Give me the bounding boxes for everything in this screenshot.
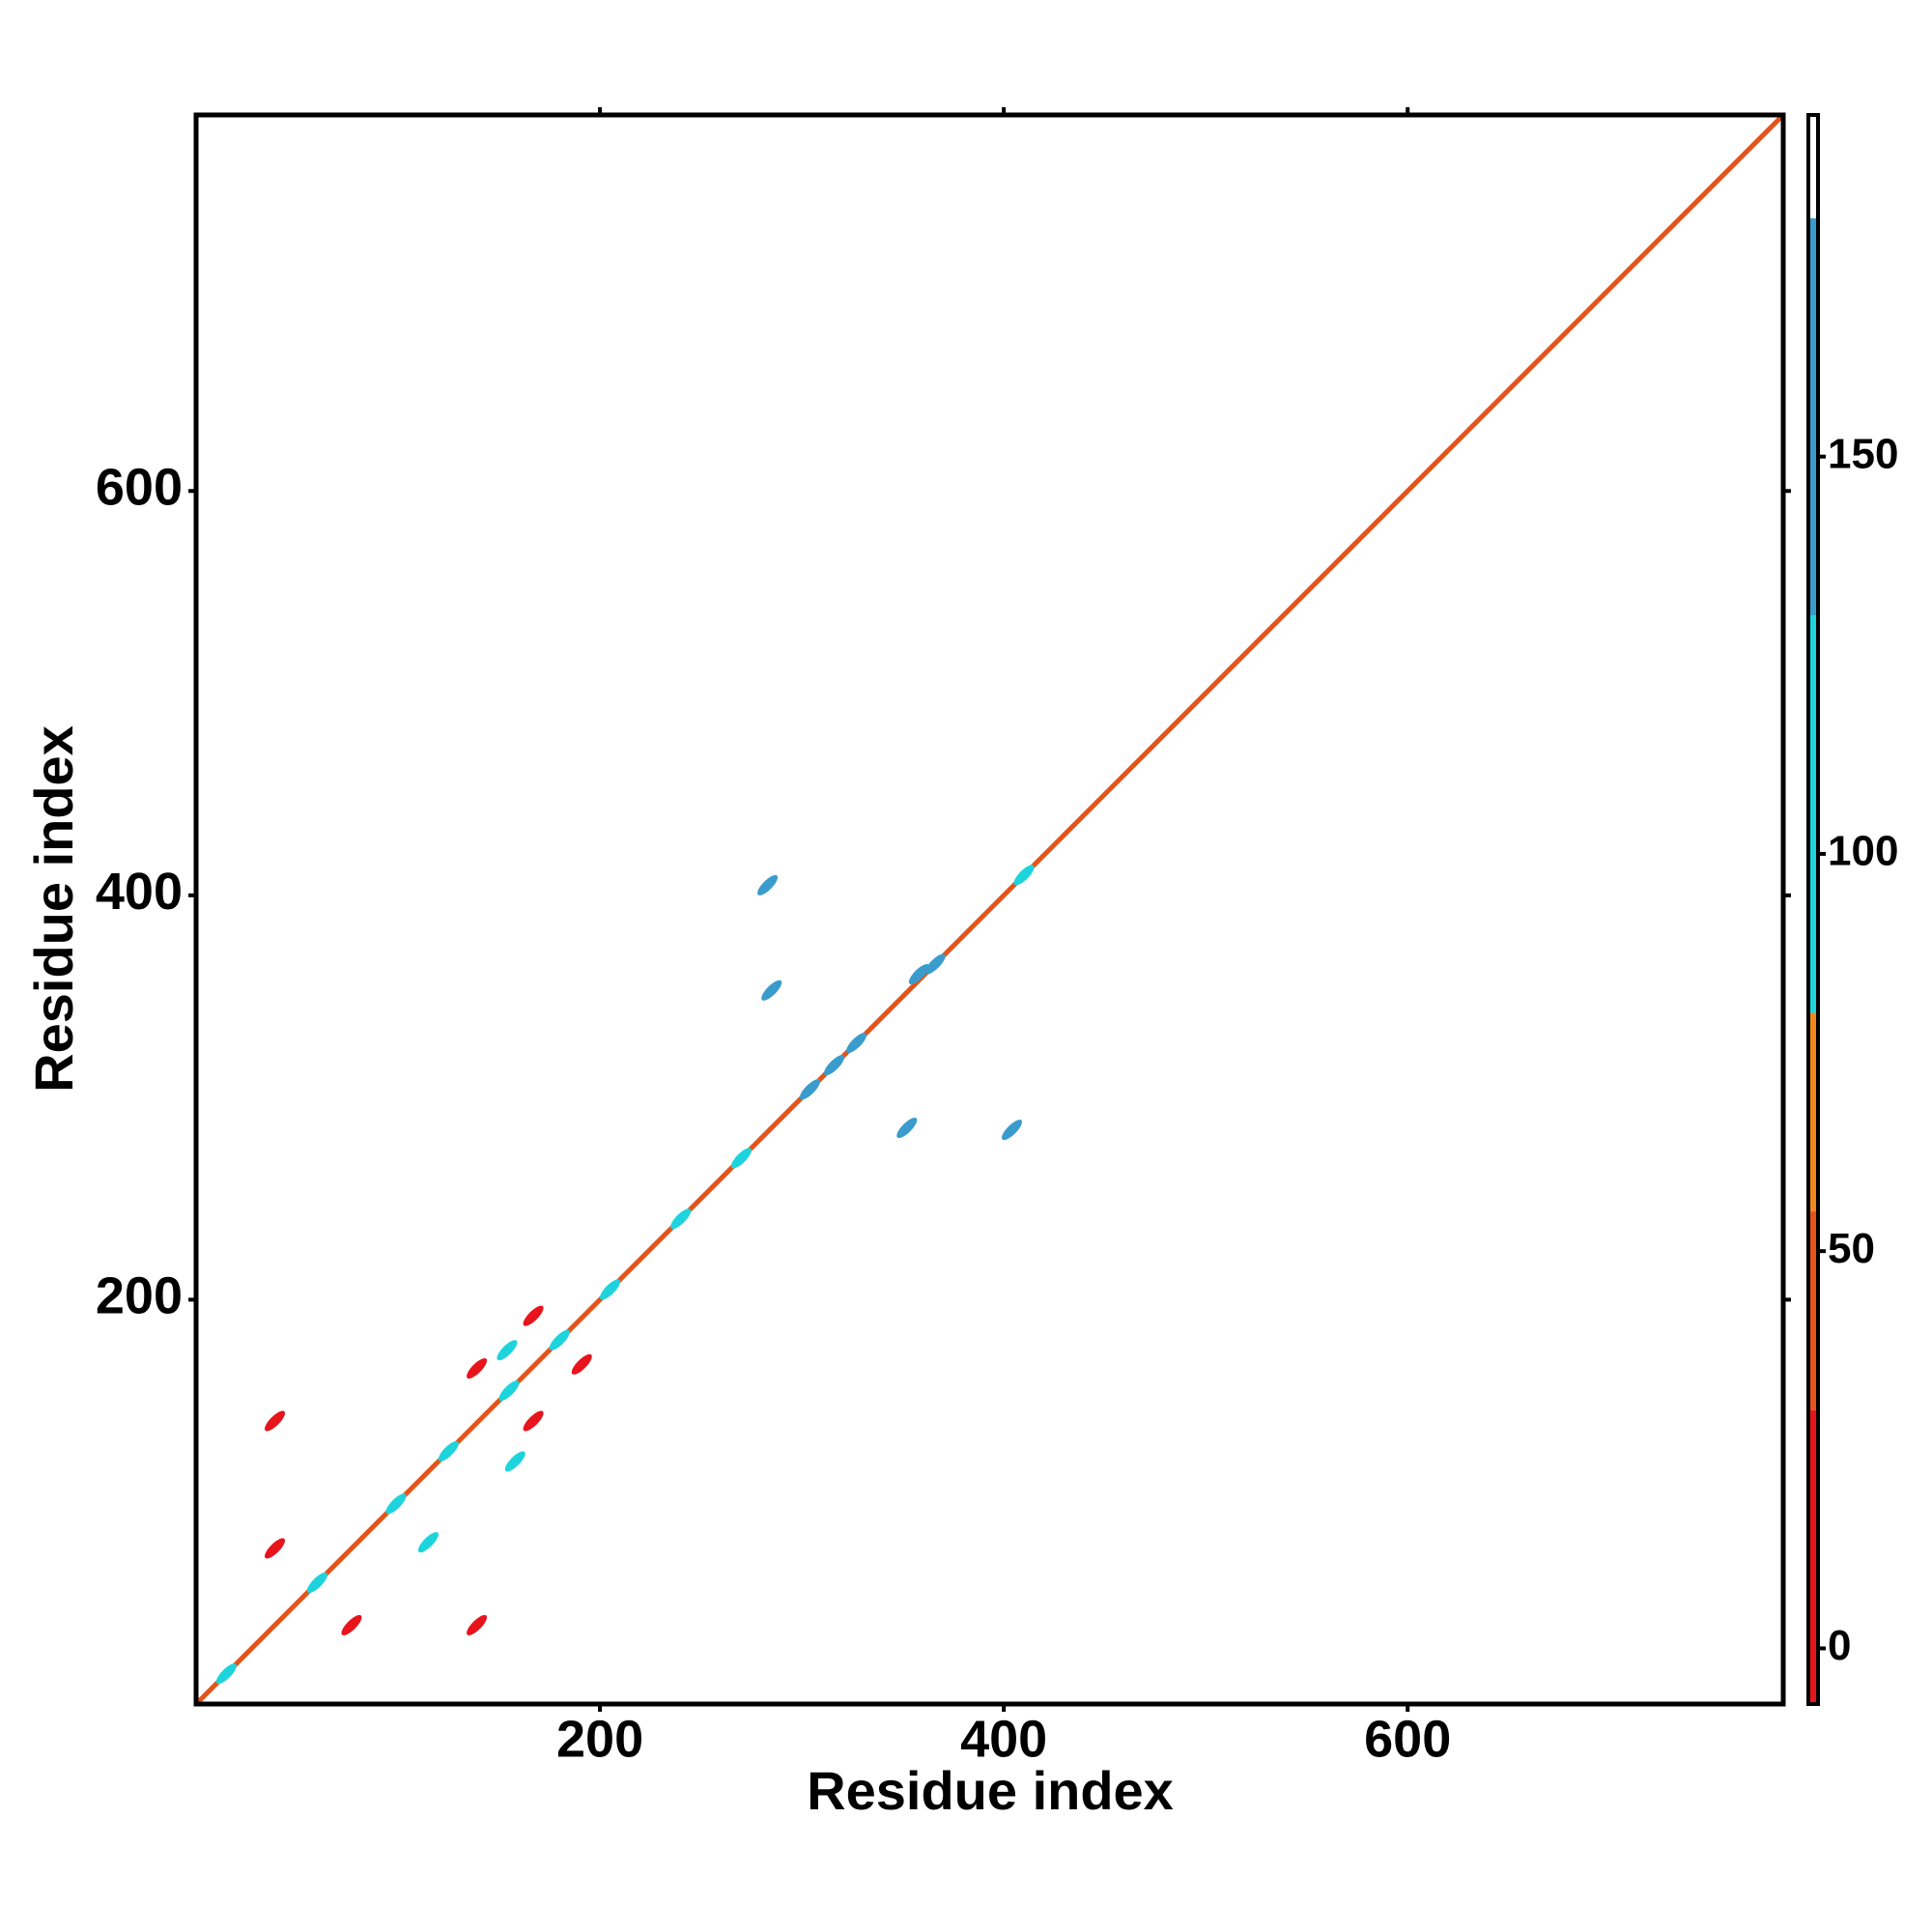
y-tick-label: 600 — [96, 459, 183, 517]
contact — [924, 953, 946, 975]
contact — [824, 1055, 845, 1076]
contact — [417, 1532, 439, 1553]
diagonal — [194, 113, 1785, 1706]
contact — [385, 1493, 407, 1515]
colorbar-tick-label: 150 — [1828, 430, 1898, 477]
contact — [908, 963, 929, 984]
plot-frame — [193, 112, 1786, 1707]
contact — [523, 1410, 544, 1432]
x-tick-label: 200 — [556, 1710, 643, 1768]
contact — [265, 1538, 286, 1559]
contact — [571, 1353, 592, 1375]
colorbar-band — [1808, 1211, 1818, 1410]
contact — [504, 1451, 526, 1472]
contact — [498, 1380, 520, 1402]
y-axis-title: Residue index — [23, 725, 84, 1093]
y-tick-label: 400 — [96, 863, 183, 921]
colorbar-band — [1808, 115, 1818, 218]
x-tick-label: 600 — [1364, 1710, 1451, 1768]
colorbar-tick-label: 100 — [1828, 828, 1898, 875]
contact — [846, 1033, 867, 1054]
contact — [757, 874, 779, 895]
contact — [761, 980, 782, 1001]
x-axis-title: Residue index — [807, 1760, 1174, 1821]
colorbar-band — [1808, 1012, 1818, 1212]
contact — [265, 1410, 286, 1432]
contact — [467, 1358, 488, 1379]
contact — [799, 1079, 820, 1100]
contact — [1013, 865, 1035, 886]
contact — [670, 1208, 692, 1230]
colorbar-tick-label: 0 — [1828, 1622, 1851, 1669]
contact — [523, 1305, 544, 1326]
colorbar-band — [1808, 1409, 1818, 1704]
contact — [497, 1340, 518, 1361]
contact — [438, 1440, 459, 1462]
contact — [467, 1614, 488, 1635]
colorbar-tick-label: 50 — [1828, 1225, 1875, 1272]
contact — [730, 1148, 752, 1169]
contact — [600, 1279, 621, 1300]
colorbar-band — [1808, 615, 1818, 1013]
y-tick-label: 200 — [96, 1267, 183, 1325]
contact — [306, 1572, 327, 1593]
colorbar-band — [1808, 217, 1818, 616]
contact — [1001, 1120, 1023, 1141]
contact — [896, 1118, 918, 1139]
x-tick-label: 400 — [960, 1710, 1047, 1768]
contact — [549, 1329, 570, 1350]
contact — [215, 1663, 237, 1685]
colorbar-frame — [1806, 113, 1820, 1706]
contact — [341, 1614, 362, 1635]
